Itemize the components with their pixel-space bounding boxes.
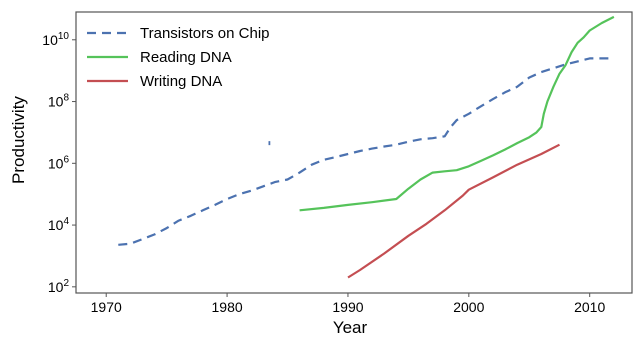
series-layer xyxy=(118,15,615,279)
y-tick-label: 106 xyxy=(48,154,70,171)
x-tick-label: 1990 xyxy=(332,299,363,315)
y-tick-label: 1010 xyxy=(42,31,69,48)
series-line-writing-dna xyxy=(347,143,561,279)
x-tick-label: 2000 xyxy=(453,299,484,315)
plot-frame xyxy=(75,11,633,294)
y-tick-label: 108 xyxy=(48,93,70,110)
legend-label-writing-dna: Writing DNA xyxy=(140,73,222,90)
x-tick-label: 1980 xyxy=(212,299,243,315)
y-tick-label: 104 xyxy=(48,216,70,233)
legend-label-reading-dna: Reading DNA xyxy=(140,49,232,66)
x-axis-label: Year xyxy=(333,318,368,337)
y-tick-label: 102 xyxy=(48,278,70,295)
axes-layer: 1970 1980 1990 2000 2010 102 104 106 108 1010 xyxy=(42,31,605,315)
series-line-transistors-on-chip xyxy=(118,57,614,246)
y-axis-label: Productivity xyxy=(9,96,28,184)
x-tick-label: 1970 xyxy=(91,299,122,315)
series-line-reading-dna xyxy=(299,15,615,212)
x-tick-label: 2010 xyxy=(574,299,605,315)
legend: Transistors on Chip Reading DNA Writing … xyxy=(87,25,270,90)
legend-label-transistors: Transistors on Chip xyxy=(140,25,270,42)
